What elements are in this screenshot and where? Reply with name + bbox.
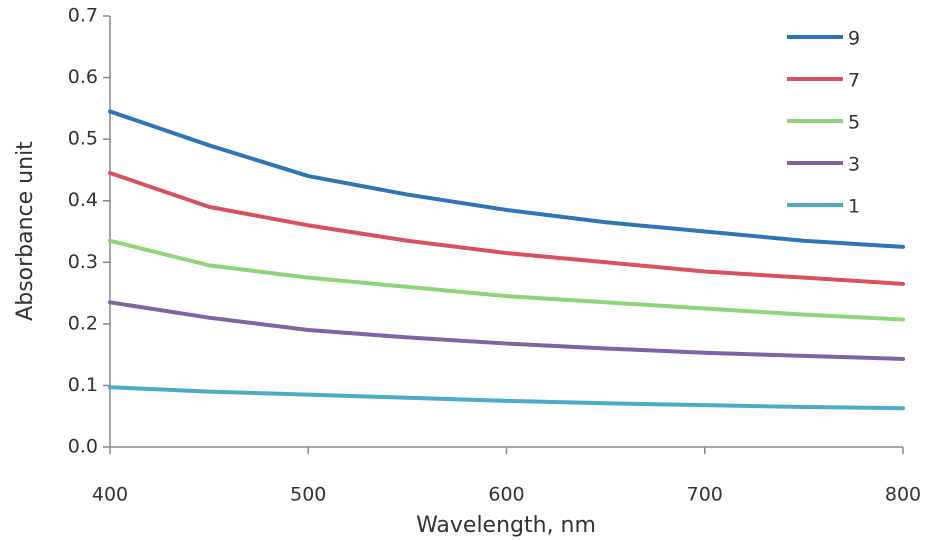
legend-label: 7 xyxy=(848,70,860,92)
legend-label: 9 xyxy=(848,28,860,50)
legend-label: 1 xyxy=(848,196,860,218)
series-line xyxy=(108,385,905,411)
legend-label: 5 xyxy=(848,112,860,134)
x-tick-label: 600 xyxy=(488,484,524,506)
series-line xyxy=(108,171,905,286)
y-tick-label: 0.1 xyxy=(68,374,98,396)
x-axis-title: Wavelength, nm xyxy=(416,513,596,538)
x-tick-label: 800 xyxy=(885,484,921,506)
series-line xyxy=(108,238,905,322)
y-tick-label: 0.4 xyxy=(68,189,98,211)
series-line xyxy=(108,109,905,249)
y-tick-label: 0.3 xyxy=(68,251,98,273)
y-tick-label: 0.6 xyxy=(68,66,98,88)
y-tick-label: 0.5 xyxy=(68,128,98,150)
y-tick-label: 0.7 xyxy=(68,5,98,27)
y-axis-title: Absorbance unit xyxy=(13,141,38,321)
series-line xyxy=(108,300,905,361)
y-tick-label: 0.0 xyxy=(68,436,98,458)
x-tick-label: 400 xyxy=(92,484,128,506)
y-tick-label: 0.2 xyxy=(68,312,98,334)
legend-label: 3 xyxy=(848,154,860,176)
x-tick-label: 700 xyxy=(687,484,723,506)
x-tick-label: 500 xyxy=(290,484,326,506)
